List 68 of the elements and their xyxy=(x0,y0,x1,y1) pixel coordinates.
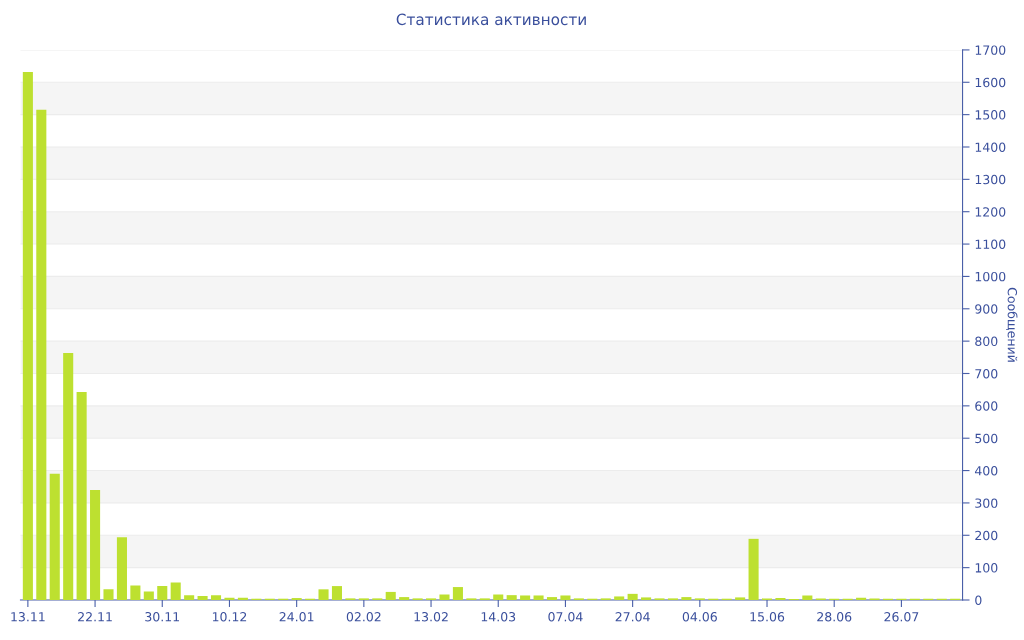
bar xyxy=(506,595,517,600)
y2-tick-label: 700 xyxy=(975,368,998,379)
y2-tick-label: 200 xyxy=(975,530,998,541)
x-tick-label: 13.02 xyxy=(414,612,448,622)
y2-tick-label: 300 xyxy=(975,498,998,508)
bar xyxy=(520,595,531,600)
y2-axis-title: Сообщений xyxy=(1006,287,1018,362)
bar xyxy=(210,595,222,600)
y2-tick-label: 1500 xyxy=(975,110,1006,120)
bar xyxy=(493,594,504,600)
y2-tick-label: 0 xyxy=(975,595,982,605)
bar xyxy=(331,586,343,600)
x-tick-label: 28.06 xyxy=(817,612,852,622)
bar xyxy=(735,597,746,600)
bar xyxy=(439,594,450,600)
bar xyxy=(197,596,208,600)
bar xyxy=(116,537,127,600)
bar xyxy=(627,593,638,600)
bar xyxy=(90,489,101,600)
x-tick-label: 26.07 xyxy=(884,612,919,622)
bar xyxy=(681,597,692,600)
bar xyxy=(63,353,74,600)
y2-tick-label: 1600 xyxy=(975,77,1006,88)
chart-title: Статистика активности xyxy=(396,13,586,26)
bar xyxy=(184,595,195,600)
y2-tick-label: 1100 xyxy=(975,239,1006,249)
bar xyxy=(533,595,544,600)
bar xyxy=(614,596,625,600)
y2-tick-label: 1000 xyxy=(975,271,1006,282)
bar xyxy=(452,587,463,600)
y2-tick-label: 1700 xyxy=(975,45,1006,55)
x-tick-label: 24.01 xyxy=(279,612,314,622)
bar xyxy=(641,597,652,600)
y2-tick-label: 600 xyxy=(975,401,998,411)
bar xyxy=(143,591,154,600)
bar xyxy=(157,586,168,600)
bar xyxy=(103,589,114,600)
bar xyxy=(76,391,87,600)
y2-tick-label: 100 xyxy=(975,563,998,573)
bar xyxy=(130,585,141,600)
bar xyxy=(170,582,181,600)
y2-tick-label: 1400 xyxy=(975,142,1006,152)
bar xyxy=(318,589,329,600)
x-tick-label: 30.11 xyxy=(145,612,179,622)
x-tick-label: 04.06 xyxy=(682,612,717,622)
y2-tick-label: 1300 xyxy=(975,174,1006,185)
bar xyxy=(748,538,759,600)
bar xyxy=(36,109,47,600)
x-tick-label: 14.03 xyxy=(481,612,516,622)
bar xyxy=(560,595,571,600)
y2-tick-label: 400 xyxy=(974,466,998,476)
bar xyxy=(49,473,60,600)
y2-tick-label: 500 xyxy=(975,433,998,444)
x-tick-label: 07.04 xyxy=(548,612,583,622)
bar xyxy=(385,591,396,600)
y2-tick-label: 900 xyxy=(975,304,998,314)
bar xyxy=(546,597,558,600)
x-tick-label: 27.04 xyxy=(615,612,650,622)
y2-tick-label: 800 xyxy=(975,336,998,347)
x-tick-label: 10.12 xyxy=(212,612,247,622)
x-tick-label: 22.11 xyxy=(78,612,112,622)
x-tick-label: 15.06 xyxy=(750,612,785,622)
bar xyxy=(802,595,813,600)
y2-tick-label: 1200 xyxy=(975,207,1006,217)
x-tick-label: 02.02 xyxy=(346,612,381,622)
bar xyxy=(22,71,33,600)
bar xyxy=(399,597,410,600)
x-tick-label: 13.11 xyxy=(11,612,45,622)
